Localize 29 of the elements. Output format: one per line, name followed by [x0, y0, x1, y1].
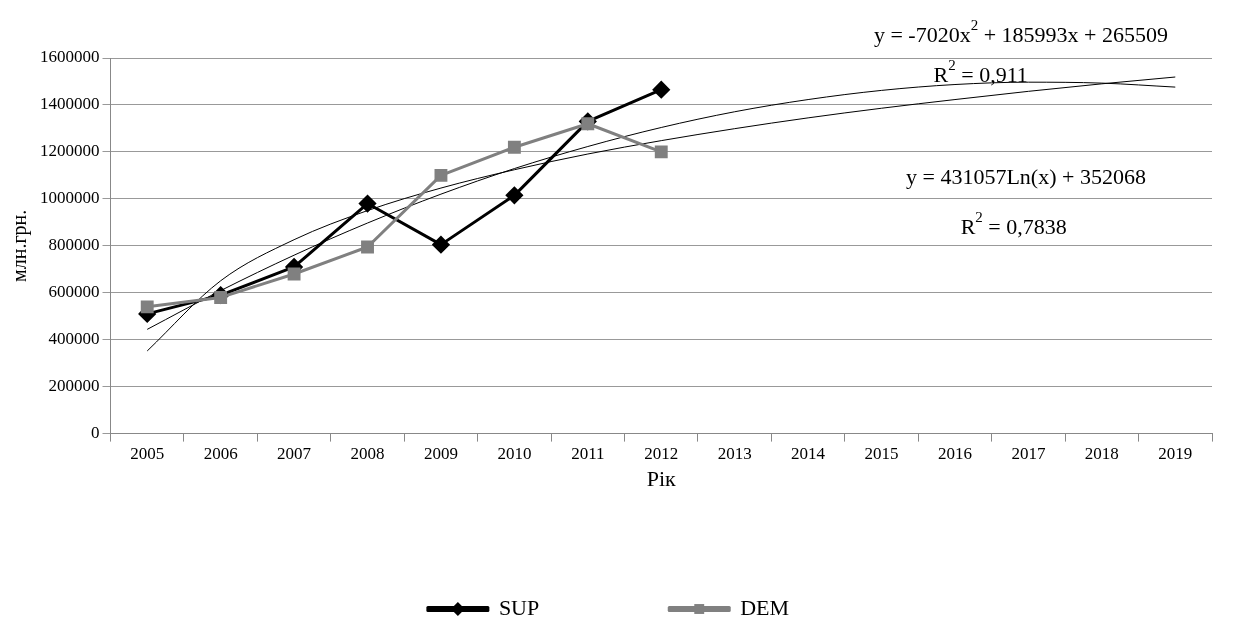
y-tick-label: 400000: [48, 329, 100, 349]
legend-label: SUP: [498, 594, 540, 620]
x-tick-label: 2009: [423, 444, 458, 464]
y-tick-label: 1200000: [40, 141, 100, 161]
x-tick-label: 2006: [203, 444, 238, 464]
y-axis-title: млн.грн.: [8, 209, 32, 282]
x-tick-label: 2005: [130, 444, 165, 464]
x-tick-label: 2017: [1011, 444, 1046, 464]
legend-label: DEM: [740, 594, 790, 620]
x-tick-label: 2015: [864, 444, 899, 464]
y-tick-label: 1400000: [40, 94, 100, 114]
y-tick-label: 800000: [48, 235, 100, 255]
y-tick-label: 1600000: [40, 47, 100, 67]
x-tick-label: 2016: [937, 444, 972, 464]
x-tick-label: 2012: [644, 444, 679, 464]
y-tick-label: 1000000: [40, 188, 100, 208]
x-tick-label: 2008: [350, 444, 385, 464]
x-tick-label: 2018: [1084, 444, 1119, 464]
x-tick-label: 2007: [277, 444, 312, 464]
y-tick-label: 200000: [48, 376, 100, 396]
y-tick-label: 0: [91, 423, 100, 443]
x-tick-label: 2013: [717, 444, 752, 464]
x-tick-label: 2019: [1158, 444, 1193, 464]
x-axis-title: Рік: [646, 465, 677, 491]
y-tick-label: 600000: [48, 282, 100, 302]
annotation: y = 431057Ln(x) + 352068: [906, 163, 1146, 189]
x-tick-label: 2014: [791, 444, 826, 464]
x-tick-label: 2011: [571, 444, 605, 464]
x-tick-label: 2010: [497, 444, 532, 464]
